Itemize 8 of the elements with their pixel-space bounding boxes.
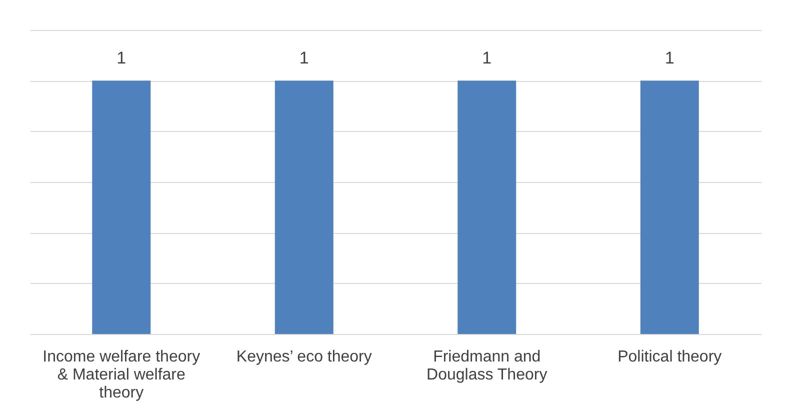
data-label: 1 [664, 48, 674, 68]
data-label: 1 [299, 48, 309, 68]
x-tick-label: Income welfare theory & Material welfare theory [42, 348, 200, 402]
data-label: 1 [482, 48, 492, 68]
x-tick-label: Keynes’ eco theory [236, 348, 372, 366]
data-label: 1 [116, 48, 126, 68]
x-tick-label: Political theory [618, 348, 722, 366]
x-tick-label: Friedmann and Douglass Theory [426, 348, 548, 384]
